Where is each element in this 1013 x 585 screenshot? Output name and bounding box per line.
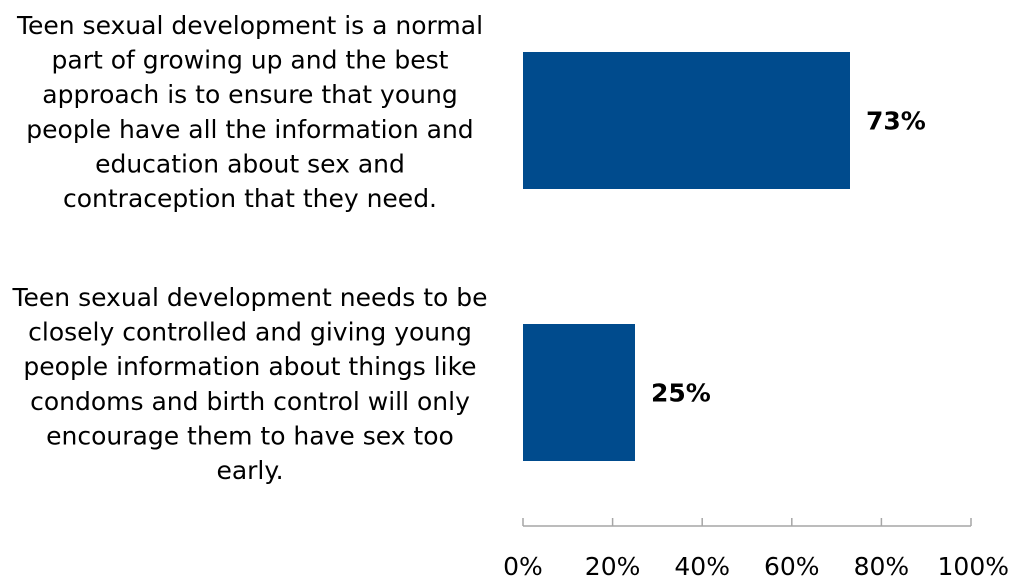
x-tick-label: 0% bbox=[503, 552, 543, 581]
x-tick-label: 80% bbox=[854, 552, 910, 581]
category-label-line: contraception that they need. bbox=[63, 184, 437, 213]
category-label-line: approach is to ensure that young bbox=[42, 80, 457, 109]
category-label-line: Teen sexual development is a normal bbox=[16, 11, 483, 40]
category-labels: Teen sexual development is a normal part … bbox=[12, 11, 488, 485]
category-label-line: encourage them to have sex too bbox=[46, 421, 454, 450]
category-label-line: education about sex and bbox=[95, 149, 405, 178]
x-tick-label: 100% bbox=[938, 552, 1009, 581]
data-label-1: 73% bbox=[866, 107, 926, 136]
x-tick-label: 20% bbox=[585, 552, 641, 581]
bar-2 bbox=[523, 324, 635, 461]
category-label-line: part of growing up and the best bbox=[52, 46, 449, 75]
category-label-line: Teen sexual development needs to be bbox=[12, 283, 488, 312]
category-label-2: Teen sexual development needs to be close… bbox=[12, 283, 488, 485]
x-tick-label: 40% bbox=[674, 552, 730, 581]
bar-1 bbox=[523, 52, 850, 189]
category-label-line: people information about things like bbox=[23, 352, 476, 381]
data-label-2: 25% bbox=[651, 379, 711, 408]
x-axis: 0% 20% 40% 60% 80% 100% bbox=[503, 518, 1009, 581]
category-label-1: Teen sexual development is a normal part … bbox=[16, 11, 483, 213]
category-label-line: people have all the information and bbox=[26, 115, 473, 144]
bars bbox=[523, 52, 850, 461]
category-label-line: closely controlled and giving young bbox=[28, 318, 472, 347]
x-tick-label: 60% bbox=[764, 552, 820, 581]
category-label-line: condoms and birth control will only bbox=[30, 387, 470, 416]
data-labels: 73% 25% bbox=[651, 107, 926, 408]
category-label-line: early. bbox=[216, 456, 283, 485]
